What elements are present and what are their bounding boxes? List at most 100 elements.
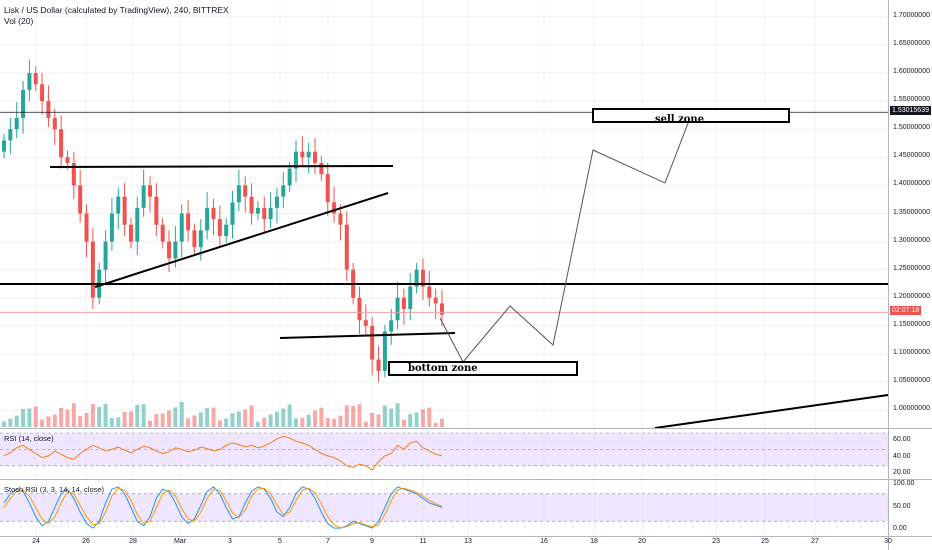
candle-body [116, 196, 121, 214]
volume-bar [408, 414, 413, 427]
candlesticks [2, 59, 444, 383]
price-tick-label: 1.45000000 [893, 152, 930, 160]
candle-body [294, 151, 298, 169]
candle-body [122, 196, 127, 225]
volume-bar [230, 413, 235, 427]
price-tick-label: 1.20000000 [893, 292, 930, 300]
candle-body [382, 331, 387, 371]
volume-bar [141, 404, 146, 427]
candle-body [205, 207, 210, 231]
volume-bar [186, 418, 191, 427]
volume-bar [414, 412, 419, 427]
candle-body [154, 196, 159, 225]
date-tick-label: 25 [761, 538, 769, 545]
volume-bar [27, 408, 32, 427]
candle-body [109, 213, 114, 242]
candle-body [52, 117, 57, 130]
volume-bar [21, 409, 26, 427]
volume-bar [376, 414, 381, 427]
volume-bar [268, 414, 273, 427]
date-tick-label: Mar [173, 538, 187, 545]
candle-body [249, 196, 254, 214]
candle-body [65, 157, 70, 163]
candle-body [179, 213, 184, 242]
indicator-bands [0, 432, 888, 522]
volume-bar [33, 406, 38, 427]
candle-body [401, 297, 406, 310]
candle-body [71, 162, 76, 186]
candle-body [84, 213, 89, 242]
rsi-tick-label: 20.00 [893, 468, 911, 476]
candle-body [103, 241, 108, 270]
volume-bar [84, 413, 89, 427]
rsi-tick-label: 40.00 [893, 452, 911, 460]
candle-body [376, 359, 381, 371]
volume-bar [103, 404, 108, 427]
volume-label: Vol (20) [4, 16, 34, 26]
volume-bar [420, 409, 425, 427]
candle-body [332, 202, 337, 214]
volume-bar [148, 420, 152, 427]
volume-bar [2, 421, 6, 427]
candle-body [319, 162, 324, 175]
price-tick-label: 1.00000000 [893, 405, 930, 413]
volume-bar [122, 412, 127, 427]
volume-bar [382, 405, 387, 427]
ascending-trendline [94, 192, 389, 288]
volume-bar [401, 419, 406, 427]
bottom-zone-box [388, 361, 578, 376]
candle-body [268, 207, 273, 220]
volume-bar [135, 404, 140, 427]
candle-body [192, 230, 197, 248]
volume-bar [65, 409, 70, 427]
stoch-d-line [3, 487, 443, 529]
volume-bar [281, 408, 286, 427]
price-tick-label: 1.50000000 [893, 124, 930, 132]
candle-body [427, 286, 432, 298]
date-tick-label: 27 [811, 538, 819, 545]
volume-bar [211, 407, 216, 427]
volume-bar [109, 418, 114, 427]
volume-bar [160, 413, 165, 427]
stoch-tick-label: 100.00 [893, 479, 915, 487]
price-tick-label: 1.10000000 [893, 348, 930, 356]
sell-zone-box [592, 108, 790, 123]
date-tick-label: 3 [228, 538, 232, 545]
volume-bar [154, 414, 159, 427]
volume-bar [52, 414, 57, 427]
candle-body [306, 151, 311, 158]
volume-bar [71, 403, 76, 427]
volume-bar [427, 407, 432, 427]
candle-body [440, 303, 444, 315]
resistance-line [49, 165, 394, 168]
date-tick-label: 30 [884, 538, 892, 545]
volume-bar [274, 411, 279, 427]
candle-body [243, 185, 248, 197]
volume-bar [370, 412, 375, 427]
volume-bar [78, 416, 83, 427]
stoch-k-line [3, 486, 443, 529]
candle-body [198, 230, 203, 248]
candle-body [414, 269, 419, 287]
candle-body [90, 241, 95, 298]
volume-bar [300, 417, 305, 427]
volume-bar [116, 417, 121, 427]
drawing-layer[interactable] [0, 108, 889, 429]
candle-body [173, 241, 178, 259]
rsi-panel-label: RSI (14, close) [4, 434, 54, 443]
stoch-tick-label: 0.00 [893, 525, 907, 533]
candle-body [128, 224, 133, 242]
candle-body [8, 129, 13, 141]
candle-body [370, 325, 375, 360]
price-tick-label: 1.60000000 [893, 68, 930, 76]
candle-body [433, 297, 438, 304]
volume-bar [205, 408, 210, 427]
sell-zone-label: sell zone [655, 114, 705, 125]
candle-body [27, 73, 32, 90]
volume-bar [332, 418, 337, 427]
price-tick-label: 1.30000000 [893, 236, 930, 244]
date-tick-label: 7 [326, 538, 330, 545]
candle-body [236, 185, 241, 203]
volume-bar [224, 418, 229, 427]
